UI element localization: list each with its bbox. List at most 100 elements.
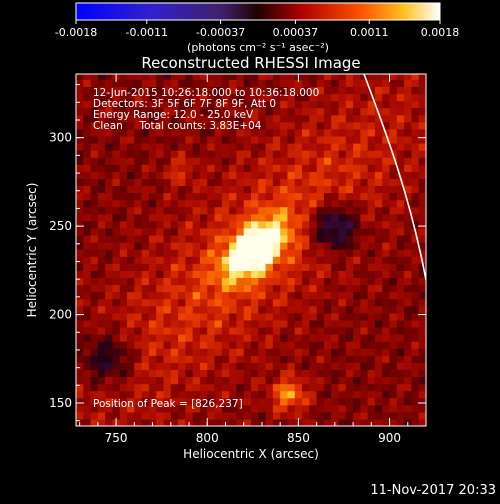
heatmap-cell — [309, 234, 318, 243]
heatmap-cell — [367, 362, 376, 370]
heatmap-cell — [280, 128, 289, 137]
heatmap-cell — [178, 376, 186, 385]
heatmap-cell — [396, 305, 405, 314]
heatmap-cell — [97, 242, 106, 250]
heatmap-cell — [214, 397, 223, 406]
heatmap-cell — [287, 171, 296, 179]
heatmap-cell — [353, 114, 361, 123]
heatmap-cell — [382, 74, 391, 80]
heatmap-cell — [382, 291, 391, 300]
heatmap-cell — [353, 142, 361, 151]
heatmap-cell — [90, 100, 99, 109]
heatmap-cell — [112, 86, 121, 95]
heatmap-cell — [243, 242, 252, 250]
heatmap-cell — [170, 171, 179, 179]
heatmap-cell — [229, 249, 238, 257]
heatmap-cell — [396, 206, 405, 215]
heatmap-cell — [141, 277, 150, 286]
heatmap-cell — [90, 178, 99, 187]
heatmap-cell — [265, 348, 274, 356]
heatmap-cell — [221, 74, 230, 80]
heatmap-cell — [243, 86, 252, 95]
heatmap-cell — [76, 277, 84, 286]
heatmap-cell — [90, 390, 99, 399]
heatmap-cell — [309, 114, 318, 123]
heatmap-cell — [148, 213, 157, 222]
heatmap-cell — [127, 362, 135, 370]
heatmap-cell — [302, 270, 310, 279]
heatmap-cell — [389, 418, 398, 426]
heatmap-cell — [367, 128, 376, 137]
heatmap-cell — [112, 411, 121, 420]
heatmap-cell — [294, 334, 303, 342]
heatmap-cell — [360, 220, 369, 229]
heatmap-cell — [156, 199, 165, 208]
heatmap-cell — [258, 369, 267, 378]
heatmap-cell — [396, 213, 405, 222]
heatmap-cell — [251, 369, 259, 378]
heatmap-cell — [163, 107, 172, 116]
heatmap-cell — [323, 128, 332, 137]
heatmap-cell — [323, 93, 332, 102]
heatmap-cell — [411, 277, 420, 286]
heatmap-cell — [418, 270, 426, 279]
heatmap-cell — [389, 79, 398, 87]
heatmap-cell — [185, 206, 194, 215]
heatmap-cell — [97, 192, 106, 201]
heatmap-cell — [294, 284, 303, 293]
heatmap-cell — [265, 79, 274, 87]
heatmap-cell — [90, 404, 99, 413]
heatmap-cell — [163, 319, 172, 328]
heatmap-cell — [229, 74, 238, 80]
heatmap-cell — [214, 291, 223, 300]
heatmap-cell — [127, 150, 135, 158]
heatmap-cell — [323, 312, 332, 321]
heatmap-cell — [265, 199, 274, 208]
heatmap-cell — [251, 135, 259, 144]
heatmap-cell — [316, 100, 325, 109]
heatmap-cell — [280, 348, 289, 356]
heatmap-cell — [316, 79, 325, 87]
heatmap-cell — [119, 291, 128, 300]
heatmap-cell — [90, 128, 99, 137]
heatmap-cell — [134, 93, 143, 102]
heatmap-cell — [360, 383, 369, 392]
heatmap-cell — [221, 164, 230, 172]
heatmap-cell — [367, 312, 376, 321]
heatmap-cell — [127, 376, 135, 385]
heatmap-cell — [105, 100, 114, 109]
heatmap-cell — [258, 150, 267, 158]
heatmap-cell — [76, 185, 84, 194]
heatmap-cell — [141, 256, 150, 264]
heatmap-cell — [170, 150, 179, 158]
heatmap-cell — [418, 418, 426, 426]
heatmap-cell — [90, 270, 99, 279]
heatmap-cell — [360, 305, 369, 314]
heatmap-cell — [272, 121, 281, 130]
heatmap-cell — [178, 242, 186, 250]
heatmap-cell — [396, 142, 405, 151]
heatmap-cell — [83, 150, 92, 158]
heatmap-cell — [404, 334, 413, 342]
heatmap-cell — [134, 284, 143, 293]
heatmap-cell — [134, 74, 143, 80]
heatmap-cell — [141, 312, 150, 321]
heatmap-cell — [251, 376, 259, 385]
heatmap-cell — [90, 348, 99, 356]
x-tick-label: 850 — [287, 431, 310, 445]
heatmap-cell — [345, 249, 354, 257]
heatmap-cell — [272, 334, 281, 342]
heatmap-cell — [236, 157, 245, 165]
heatmap-cell — [309, 319, 318, 328]
heatmap-cell — [316, 418, 325, 426]
heatmap-cell — [323, 326, 332, 335]
heatmap-cell — [374, 411, 383, 420]
heatmap-cell — [280, 369, 289, 378]
heatmap-cell — [331, 206, 340, 215]
heatmap-cell — [90, 319, 99, 328]
heatmap-cell — [331, 157, 340, 165]
heatmap-cell — [185, 192, 194, 201]
heatmap-cell — [221, 213, 230, 222]
heatmap-cell — [294, 107, 303, 116]
heatmap-cell — [141, 397, 150, 406]
